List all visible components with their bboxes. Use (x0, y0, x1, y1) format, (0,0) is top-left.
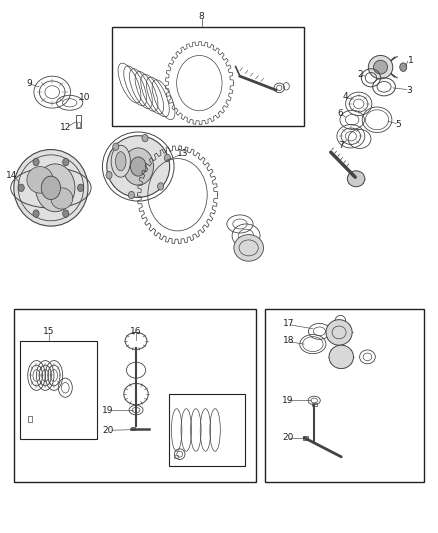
Ellipse shape (347, 171, 365, 187)
Ellipse shape (329, 345, 353, 368)
Ellipse shape (116, 152, 126, 171)
Text: 1: 1 (408, 56, 414, 64)
Ellipse shape (27, 166, 53, 193)
Bar (14, 309, 256, 482)
Circle shape (142, 134, 148, 142)
Circle shape (158, 183, 164, 190)
Text: 9: 9 (26, 78, 32, 87)
Text: 2: 2 (357, 70, 363, 78)
Text: 6: 6 (338, 109, 343, 118)
Circle shape (400, 63, 407, 71)
Text: 19: 19 (102, 406, 113, 415)
Bar (77, 122, 80, 127)
Text: 14: 14 (6, 171, 17, 180)
Text: 7: 7 (339, 141, 344, 150)
Circle shape (131, 157, 146, 176)
Text: 16: 16 (130, 327, 142, 336)
Text: 10: 10 (79, 93, 90, 102)
Circle shape (35, 164, 75, 212)
Bar (303, 435, 307, 440)
Circle shape (33, 158, 39, 166)
Text: 12: 12 (60, 123, 71, 132)
Text: 13: 13 (177, 149, 189, 158)
Circle shape (78, 184, 84, 191)
Bar (112, 27, 304, 126)
Circle shape (128, 191, 134, 199)
Ellipse shape (326, 320, 352, 345)
Text: 5: 5 (395, 119, 401, 128)
Text: 3: 3 (406, 85, 412, 94)
Bar (28, 416, 32, 422)
Circle shape (106, 172, 112, 179)
Text: 20: 20 (283, 433, 293, 442)
Ellipse shape (234, 235, 264, 261)
Bar (174, 455, 177, 458)
Text: 17: 17 (283, 319, 295, 328)
Ellipse shape (374, 60, 388, 74)
Text: 18: 18 (283, 336, 295, 345)
Ellipse shape (51, 188, 73, 209)
Bar (76, 115, 81, 128)
Bar (311, 402, 317, 406)
Text: 19: 19 (282, 396, 294, 405)
Text: 8: 8 (199, 12, 205, 21)
Ellipse shape (14, 150, 88, 226)
Bar (131, 426, 135, 430)
Circle shape (123, 148, 153, 185)
Ellipse shape (368, 55, 393, 79)
Ellipse shape (107, 136, 170, 197)
Circle shape (33, 210, 39, 217)
Text: 15: 15 (43, 327, 54, 336)
Circle shape (63, 210, 69, 217)
Circle shape (63, 158, 69, 166)
Ellipse shape (111, 146, 131, 177)
Circle shape (18, 184, 24, 191)
Bar (265, 309, 424, 482)
Circle shape (113, 143, 119, 150)
Circle shape (164, 154, 170, 161)
Bar (169, 394, 245, 466)
Text: 20: 20 (102, 426, 113, 435)
Text: 4: 4 (343, 92, 349, 101)
Circle shape (41, 176, 60, 199)
Bar (20, 341, 97, 439)
